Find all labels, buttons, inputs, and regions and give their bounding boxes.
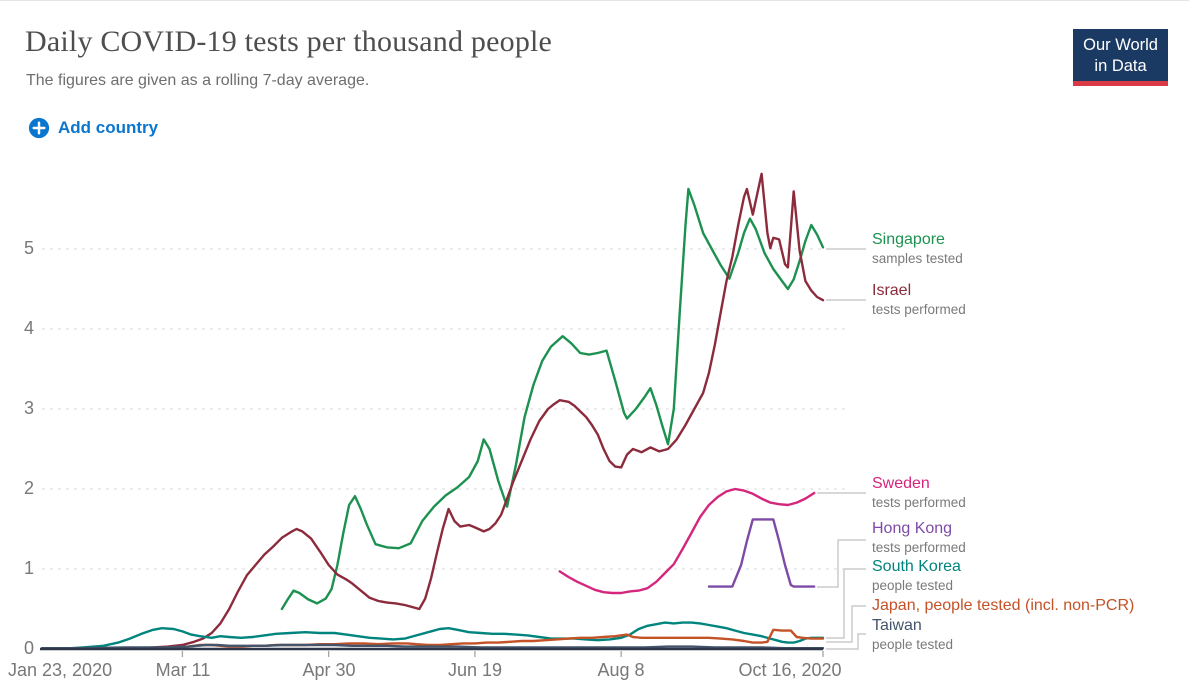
x-tick-jun19: Jun 19 (447, 660, 503, 680)
x-tick-apr30: Apr 30 (302, 660, 356, 680)
legend-south-korea-sub: people tested (872, 578, 954, 593)
legend-singapore[interactable]: Singapore (872, 231, 945, 248)
y-tick-4: 4 (23, 318, 34, 338)
legend-south-korea[interactable]: South Korea (872, 558, 961, 575)
connector-taiwan (826, 633, 866, 650)
legend-singapore-sub: samples tested (872, 251, 963, 266)
add-country-label: Add country (58, 118, 159, 137)
y-tick-0: 0 (23, 638, 34, 658)
x-tick-jan23: Jan 23, 2020 (8, 660, 113, 680)
page-title: Daily COVID-19 tests per thousand people (25, 25, 553, 58)
series-line-taiwan[interactable] (40, 643, 825, 650)
page-subtitle: The figures are given as a rolling 7-day… (26, 72, 370, 89)
owid-logo-line2: in Data (1094, 56, 1147, 75)
connector-south-korea (826, 568, 866, 639)
legend-israel[interactable]: Israel (872, 282, 912, 299)
series-line-singapore[interactable] (280, 187, 825, 611)
y-tick-1: 1 (23, 558, 34, 578)
y-tick-2: 2 (23, 478, 34, 498)
legend-hong-kong[interactable]: Hong Kong (872, 520, 953, 537)
owid-logo: Our World in Data (1073, 29, 1168, 87)
add-country-button[interactable]: Add country (28, 117, 158, 139)
gridlines (42, 248, 846, 570)
series-line-sweden[interactable] (558, 487, 816, 595)
connector-hong-kong (817, 539, 866, 588)
legend-israel-sub: tests performed (872, 302, 966, 317)
legend-connectors (817, 248, 866, 650)
connector-japan (826, 605, 866, 643)
legend-sweden-sub: tests performed (872, 495, 966, 510)
y-tick-5: 5 (23, 238, 34, 258)
x-tick-aug8: Aug 8 (597, 660, 645, 680)
legend-taiwan-sub: people tested (872, 637, 954, 652)
y-tick-3: 3 (23, 398, 34, 418)
x-tick-oct16: Oct 16, 2020 (738, 660, 842, 680)
legend-hong-kong-sub: tests performed (872, 540, 966, 555)
series-line-hong-kong[interactable] (707, 518, 816, 588)
legend-japan[interactable]: Japan, people tested (incl. non-PCR) (872, 597, 1135, 614)
owid-logo-line1: Our World (1083, 36, 1158, 54)
series-lines (40, 172, 825, 650)
legend-taiwan[interactable]: Taiwan (872, 617, 922, 634)
x-tick-mar11: Mar 11 (155, 660, 211, 680)
legend-sweden[interactable]: Sweden (872, 475, 930, 492)
x-axis (40, 647, 824, 657)
plus-circle-icon (28, 117, 50, 139)
series-line-israel[interactable] (137, 172, 825, 650)
series-line-south-korea[interactable] (70, 621, 825, 650)
